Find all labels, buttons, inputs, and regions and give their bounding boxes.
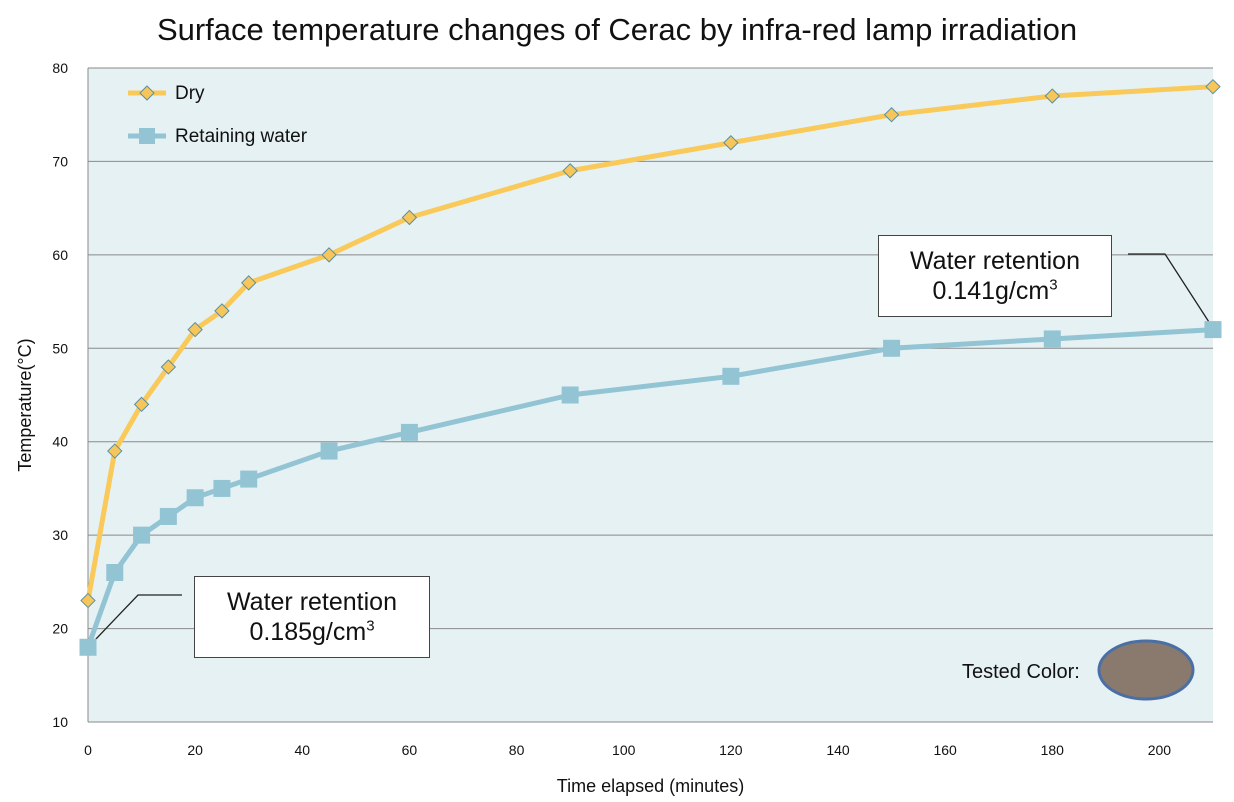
point-dry-30 bbox=[241, 275, 257, 291]
point-dry-15 bbox=[160, 359, 177, 375]
legend-label-2: Retaining water bbox=[175, 126, 308, 147]
point-dry-210 bbox=[1205, 78, 1221, 95]
y-tick-20: 20 bbox=[52, 621, 68, 637]
x-tick-200: 200 bbox=[1148, 742, 1172, 758]
point-water-10 bbox=[133, 526, 151, 544]
x-tick-160: 160 bbox=[933, 742, 957, 758]
point-water-210 bbox=[1204, 321, 1222, 339]
point-dry-90 bbox=[562, 163, 578, 179]
point-dry-60 bbox=[401, 209, 418, 226]
legend: Dry Retaining water bbox=[128, 83, 308, 147]
point-dry-150 bbox=[883, 107, 900, 123]
point-water-90 bbox=[561, 386, 579, 404]
callout-2-heading: Water retention bbox=[910, 247, 1080, 275]
series-group bbox=[79, 78, 1222, 656]
point-water-60 bbox=[400, 423, 418, 441]
leader-line-2 bbox=[1128, 253, 1211, 324]
point-water-15 bbox=[159, 507, 177, 525]
point-dry-20 bbox=[187, 321, 203, 338]
point-dry-45 bbox=[321, 247, 337, 263]
point-water-120 bbox=[722, 367, 740, 385]
point-dry-5 bbox=[107, 443, 123, 459]
legend-marker-1 bbox=[139, 85, 155, 101]
y-tick-40: 40 bbox=[52, 434, 68, 450]
y-tick-70: 70 bbox=[52, 153, 68, 169]
callout-1-value: 0.185g/cm3 bbox=[249, 617, 375, 646]
x-tick-40: 40 bbox=[294, 742, 310, 758]
callout-1-heading: Water retention bbox=[227, 588, 397, 616]
axes bbox=[87, 68, 1213, 723]
x-tick-0: 0 bbox=[84, 742, 92, 758]
x-tick-20: 20 bbox=[187, 742, 203, 758]
callout-water-retention-high: Water retention 0.141g/cm3 bbox=[878, 235, 1112, 317]
callout-water-retention-low: Water retention 0.185g/cm3 bbox=[194, 576, 430, 658]
grid-lines bbox=[88, 67, 1213, 723]
y-tick-80: 80 bbox=[52, 60, 68, 76]
y-axis-label: Temperature(°C) bbox=[15, 338, 35, 471]
y-tick-labels: 10 20 30 40 50 60 70 80 bbox=[52, 60, 68, 730]
point-water-180 bbox=[1043, 330, 1061, 348]
series-line-1 bbox=[85, 84, 1214, 601]
x-tick-180: 180 bbox=[1041, 742, 1065, 758]
point-dry-25 bbox=[214, 303, 230, 319]
y-tick-30: 30 bbox=[52, 527, 68, 543]
x-tick-100: 100 bbox=[612, 742, 636, 758]
x-tick-labels: 0 20 40 60 80 100 120 140 160 180 200 bbox=[84, 742, 1171, 758]
x-tick-60: 60 bbox=[402, 742, 418, 758]
x-tick-120: 120 bbox=[719, 742, 743, 758]
point-dry-0 bbox=[80, 592, 96, 609]
point-water-0 bbox=[79, 638, 97, 656]
point-dry-10 bbox=[133, 396, 150, 413]
point-water-20 bbox=[186, 489, 204, 507]
series-1 bbox=[80, 78, 1221, 609]
point-water-30 bbox=[240, 470, 258, 488]
point-water-150 bbox=[883, 339, 901, 357]
y-tick-50: 50 bbox=[52, 340, 68, 356]
point-water-25 bbox=[213, 479, 231, 497]
legend-marker-2 bbox=[139, 128, 155, 144]
x-tick-140: 140 bbox=[826, 742, 850, 758]
tested-color-label: Tested Color: bbox=[962, 661, 1080, 683]
callout-2-value: 0.141g/cm3 bbox=[932, 276, 1058, 305]
y-tick-60: 60 bbox=[52, 247, 68, 263]
callout-leader-lines bbox=[89, 253, 1211, 646]
x-axis-label: Time elapsed (minutes) bbox=[557, 776, 744, 796]
legend-label-1: Dry bbox=[175, 83, 205, 104]
point-dry-180 bbox=[1044, 88, 1060, 104]
chart-title: Surface temperature changes of Cerac by … bbox=[156, 12, 1078, 47]
point-water-45 bbox=[320, 442, 338, 460]
leader-line-1 bbox=[89, 594, 182, 646]
point-dry-120 bbox=[723, 135, 739, 151]
y-tick-10: 10 bbox=[52, 714, 68, 730]
series-2 bbox=[79, 321, 1222, 656]
tested-color-swatch bbox=[1097, 639, 1195, 701]
point-water-5 bbox=[106, 564, 124, 582]
x-tick-80: 80 bbox=[509, 742, 525, 758]
